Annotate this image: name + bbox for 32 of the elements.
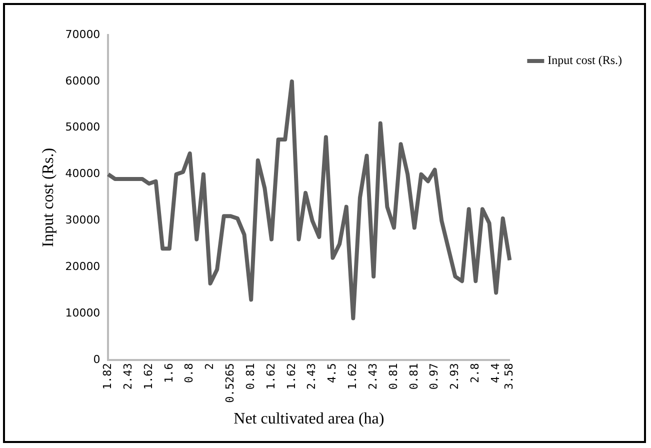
y-axis-title: Input cost (Rs.) <box>40 148 57 248</box>
x-tick-label: 2.43 <box>121 363 134 390</box>
x-tick-label: 0.97 <box>428 363 441 390</box>
x-tick-label: 2.43 <box>366 363 380 390</box>
y-tick-label: 10000 <box>65 306 100 320</box>
y-tick-label: 30000 <box>65 214 100 227</box>
y-tick-label: 40000 <box>65 167 100 180</box>
x-tick-label: 1.62 <box>142 363 155 390</box>
legend-label: Input cost (Rs.) <box>548 53 622 68</box>
x-tick-label: 1.62 <box>346 363 360 390</box>
y-tick-label: 70000 <box>65 28 100 41</box>
x-tick-label: 1.82 <box>101 363 114 390</box>
y-tick-label: 50000 <box>65 120 100 134</box>
x-tick-label: 1.62 <box>284 363 298 390</box>
x-tick-label: 2 <box>203 363 216 370</box>
x-tick-label: 0.5265 <box>224 363 237 403</box>
x-tick-label: 2.43 <box>305 363 318 390</box>
x-tick-label: 0.8 <box>182 363 196 383</box>
x-tick-label: 3.58 <box>502 363 516 390</box>
x-tick-label: 2.93 <box>448 363 462 390</box>
x-tick-label: 0.81 <box>407 363 420 390</box>
x-tick-label: 1.6 <box>162 363 176 383</box>
x-axis-title: Net cultivated area (ha) <box>234 410 384 428</box>
x-tick-label: 4.5 <box>326 363 339 383</box>
x-tick-label: 1.62 <box>264 363 278 390</box>
y-tick-label: 60000 <box>65 74 100 88</box>
x-tick-label: 0.81 <box>386 363 400 390</box>
x-tick-label: 4.4 <box>488 362 502 383</box>
y-tick-label: 0 <box>93 352 100 366</box>
y-tick-label: 20000 <box>65 260 100 274</box>
x-tick-label: 2.8 <box>468 363 482 383</box>
x-tick-label: 0.81 <box>244 363 257 390</box>
